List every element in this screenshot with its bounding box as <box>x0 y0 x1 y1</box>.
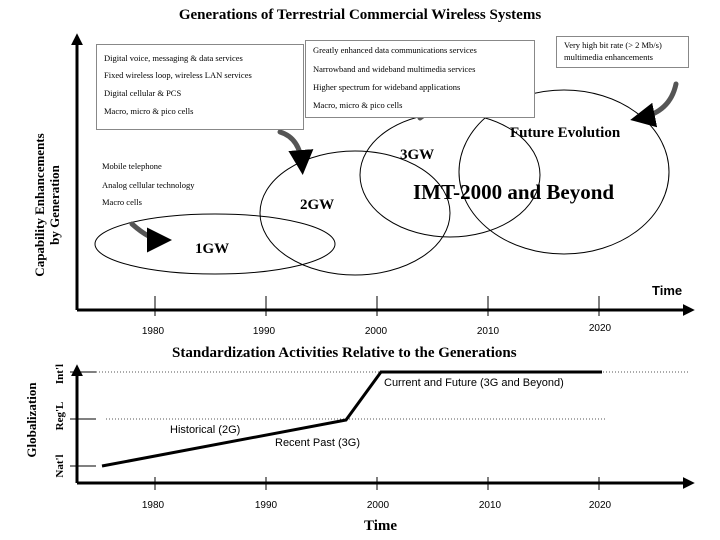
main-title: Generations of Terrestrial Commercial Wi… <box>178 7 542 23</box>
bottom-year-2000: 2000 <box>366 500 390 511</box>
gen3-feature-2: Narrowband and wideband multimedia servi… <box>313 64 476 74</box>
future-label: Future Evolution <box>510 125 621 141</box>
top-year-1990: 1990 <box>252 326 276 337</box>
bottom-year-2020: 2020 <box>588 500 612 511</box>
top-y-label-line2: by Generation <box>47 165 62 245</box>
level-intl: Int'l <box>54 363 66 385</box>
gen2-feature-4: Macro, micro & pico cells <box>104 106 194 116</box>
top-year-2020: 2020 <box>588 323 612 334</box>
gen1-feature-2: Analog cellular technology <box>102 180 195 190</box>
gen1-ellipse <box>94 213 336 275</box>
bottom-year-1980: 1980 <box>141 500 165 511</box>
top-year-2010: 2010 <box>476 326 500 337</box>
bottom-year-2010: 2010 <box>478 500 502 511</box>
gen2-feature-3: Digital cellular & PCS <box>104 88 182 98</box>
bottom-chart-axes <box>71 364 695 489</box>
arrow-to-future <box>630 81 679 128</box>
gen2-label: 2GW <box>300 197 335 213</box>
annotation-recent: Recent Past (3G) <box>275 437 360 449</box>
gen1-feature-1: Mobile telephone <box>102 161 162 171</box>
bottom-chart-title: Standardization Activities Relative to t… <box>172 345 517 361</box>
gen3-feature-box <box>305 40 535 118</box>
bottom-year-ticks <box>154 477 600 490</box>
gen2-feature-1: Digital voice, messaging & data services <box>104 53 243 63</box>
gen1-feature-3: Macro cells <box>102 197 142 207</box>
top-year-2000: 2000 <box>364 326 388 337</box>
level-ticks <box>70 371 96 467</box>
level-regl: Reg'L <box>54 401 66 431</box>
future-note-box <box>556 36 689 68</box>
gen3-feature-4: Macro, micro & pico cells <box>313 100 403 110</box>
top-year-1980: 1980 <box>141 326 165 337</box>
level-natl: Nat'l <box>54 454 66 478</box>
top-y-label-line1: Capability Enhancements <box>32 133 47 277</box>
gen3-feature-3: Higher spectrum for wideband application… <box>313 82 461 92</box>
bottom-year-1990: 1990 <box>254 500 278 511</box>
gen2-ellipse <box>259 150 451 276</box>
annotation-current: Current and Future (3G and Beyond) <box>384 377 564 389</box>
globalization-trend-line <box>101 370 602 468</box>
top-chart-axes <box>71 33 695 316</box>
future-note-line2: multimedia enhancements <box>564 52 653 62</box>
annotation-historical: Historical (2G) <box>170 424 241 436</box>
arrow-to-1gw <box>129 221 172 253</box>
gen3-label: 3GW <box>400 147 435 163</box>
gen1-label: 1GW <box>195 241 230 257</box>
future-note-line1: Very high bit rate (> 2 Mb/s) <box>564 40 662 50</box>
future-ellipse <box>458 89 670 255</box>
top-y-axis-label: Capability Enhancements by Generation <box>32 133 62 276</box>
bottom-y-axis-label: Globalization <box>24 382 39 458</box>
top-x-axis-label: Time <box>652 283 683 298</box>
gen2-feature-box <box>96 44 304 130</box>
gen3-feature-1: Greatly enhanced data communications ser… <box>313 45 477 55</box>
bottom-x-axis-label: Time <box>364 518 398 534</box>
gen2-feature-2: Fixed wireless loop, wireless LAN servic… <box>104 70 252 80</box>
top-year-ticks <box>154 296 600 316</box>
imt-label: IMT-2000 and Beyond <box>413 180 615 204</box>
arrow-to-2gw <box>277 129 314 175</box>
